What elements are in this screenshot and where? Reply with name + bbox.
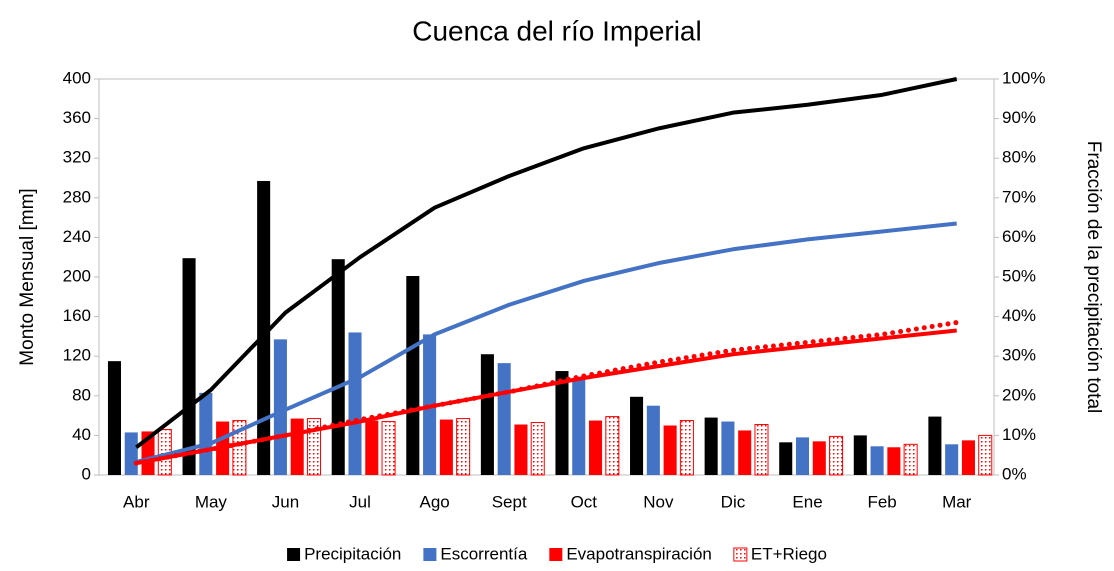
bar [978, 434, 993, 476]
bar [589, 420, 603, 475]
y-tick-label: 320 [63, 148, 91, 167]
y2-tick-label: 90% [1002, 108, 1036, 127]
bar [273, 339, 287, 475]
x-tick-label: Jul [349, 492, 371, 511]
y2-tick-label: 70% [1002, 187, 1036, 206]
bar [555, 371, 569, 475]
legend-label: Evapotranspiración [566, 544, 712, 563]
bar [257, 180, 271, 475]
y-tick-label: 160 [63, 306, 91, 325]
bar [945, 444, 959, 475]
y-tick-label: 120 [63, 346, 91, 365]
y2-tick-label: 10% [1002, 425, 1036, 444]
legend-swatch [549, 548, 563, 561]
bar [423, 334, 437, 475]
legend-swatch [733, 547, 748, 562]
bar [903, 443, 918, 476]
x-tick-label: May [195, 492, 228, 511]
bar [887, 447, 901, 475]
bar [829, 435, 844, 476]
bar [406, 276, 420, 475]
x-tick-label: Ago [420, 492, 450, 511]
legend-swatch [287, 548, 301, 561]
line [133, 320, 960, 466]
x-tick-label: Sept [492, 492, 527, 511]
bar [480, 354, 494, 475]
bar [514, 424, 528, 475]
y-axis-label: Monto Mensual [mm] [17, 188, 38, 365]
x-tick-label: Feb [867, 492, 896, 511]
bar [290, 418, 304, 475]
y-tick-label: 40 [72, 425, 91, 444]
y-tick-label: 400 [63, 68, 91, 87]
x-tick-label: Oct [571, 492, 598, 511]
bar [928, 416, 942, 475]
legend-label: Escorrentía [440, 544, 527, 563]
chart-title: Cuenca del río Imperial [412, 15, 701, 46]
legend-label: Precipitación [304, 544, 401, 563]
bar [679, 420, 694, 476]
bar [381, 421, 396, 476]
line [135, 221, 957, 464]
y-tick-label: 80 [72, 385, 91, 404]
y2-tick-label: 60% [1002, 227, 1036, 246]
bar [646, 405, 660, 475]
y2-tick-label: 30% [1002, 346, 1036, 365]
bar [530, 422, 545, 476]
y-tick-label: 360 [63, 108, 91, 127]
bar [721, 421, 735, 475]
line [135, 77, 958, 449]
bar [572, 378, 586, 475]
y2-tick-label: 40% [1002, 306, 1036, 325]
bar [870, 446, 884, 475]
legend: Precipitación Escorrentía Evapotranspiraci… [287, 544, 827, 563]
bar [348, 332, 362, 475]
bar [456, 418, 471, 476]
y-tick-label: 280 [63, 187, 91, 206]
x-tick-label: Jun [272, 492, 299, 511]
x-tick-label: Mar [942, 492, 972, 511]
y2-tick-label: 50% [1002, 266, 1036, 285]
y2-tick-label: 80% [1002, 148, 1036, 167]
bar [199, 392, 213, 475]
bar [497, 363, 511, 475]
bar [232, 420, 247, 476]
y2-axis-label: Fracción de la precipitación total [1083, 141, 1104, 413]
y-tick-label: 200 [63, 266, 91, 285]
bar [365, 420, 379, 475]
y-tick-label: 0 [82, 464, 91, 483]
bar [795, 437, 810, 475]
x-tick-label: Abr [123, 492, 150, 511]
y2-tick-label: 20% [1002, 385, 1036, 404]
bar [961, 440, 975, 475]
bar [663, 425, 677, 475]
bar [812, 441, 826, 475]
bar [124, 432, 138, 475]
bar [738, 430, 752, 475]
bar [107, 361, 122, 475]
x-tick-label: Ene [792, 492, 822, 511]
bar [331, 259, 345, 475]
bar [853, 435, 867, 475]
bar [605, 416, 620, 476]
bar [182, 258, 196, 475]
bar [439, 419, 453, 475]
y2-tick-label: 0% [1002, 464, 1027, 483]
bar [704, 417, 718, 475]
bar [630, 396, 644, 475]
bar [754, 424, 769, 476]
x-tick-label: Nov [643, 492, 674, 511]
legend-label: ET+Riego [751, 544, 827, 563]
bar [779, 442, 793, 475]
y2-tick-label: 100% [1002, 68, 1045, 87]
y-tick-label: 240 [63, 227, 91, 246]
x-tick-label: Dic [721, 492, 746, 511]
legend-swatch [423, 548, 437, 561]
